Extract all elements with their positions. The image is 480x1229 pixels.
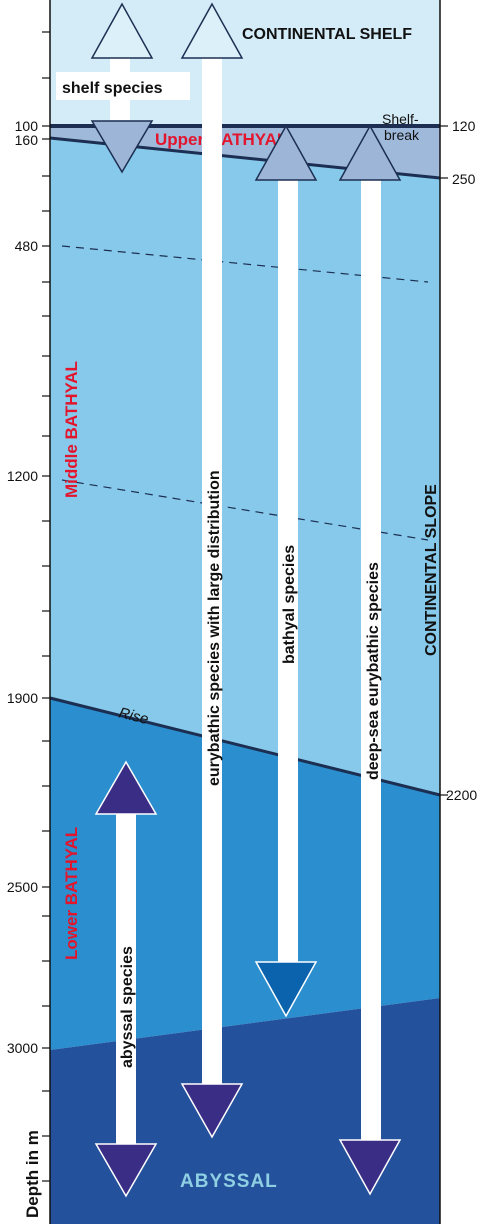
depth-tick-label-160: 160: [15, 132, 39, 148]
continental-slope-label: CONTINENTAL SLOPE: [423, 484, 440, 656]
depth-axis-title: Depth in m: [23, 1130, 42, 1218]
middle-bathyal-label: Middle BATHYAL: [62, 361, 81, 498]
bathyal-species-arrow: [254, 124, 318, 1018]
eurybathic-species-shaft: [202, 56, 222, 1090]
right-axis-ticks: [440, 125, 448, 796]
shelf-species-label: shelf species: [62, 80, 163, 97]
arrowhead-down-dark-icon: [180, 1083, 244, 1139]
abyssal-species-label: abyssal species: [119, 946, 136, 1068]
abyssal-species-shaft: [116, 810, 136, 1148]
arrowhead-up-light-icon: [180, 2, 244, 59]
arrowhead-up-light-icon: [90, 2, 154, 59]
depth-tick-label-480: 480: [15, 238, 39, 254]
middle-bathyal-zone: [50, 138, 440, 795]
arrowhead-down-dark-icon: [338, 1139, 402, 1196]
bathyal-species-shaft: [278, 176, 298, 966]
eurybathic-species-arrow: [180, 2, 244, 1139]
abyssal-label: ABYSSAL: [180, 1171, 278, 1192]
depth-tick-label-1900: 1900: [7, 690, 38, 706]
lower-bathyal-zone: [50, 698, 440, 1050]
right-tick-label-120: 120: [452, 118, 476, 134]
deep-sea-eurybathic-species-label: deep-sea eurybathic species: [365, 562, 382, 780]
arrowhead-up-mid-icon: [338, 124, 402, 181]
depth-tick-label-100: 100: [15, 118, 39, 134]
right-tick-label-250: 250: [452, 171, 476, 187]
deep-sea-eurybathic-species-arrow: [338, 124, 402, 1196]
rise-label: Rise: [117, 704, 150, 728]
shelf-water-zone: [50, 0, 440, 126]
deep-sea-eurybathic-species-shaft: [361, 176, 381, 1144]
arrowhead-down-dark-icon: [94, 1143, 158, 1198]
right-tick-label-2200: 2200: [446, 787, 477, 803]
left-axis-ticks: [42, 31, 50, 1182]
lower-bathyal-label: Lower BATHYAL: [62, 827, 81, 960]
depth-tick-label-2500: 2500: [7, 879, 38, 895]
continental-shelf-label: CONTINENTAL SHELF: [242, 26, 412, 43]
depth-tick-label-1200: 1200: [7, 468, 38, 484]
depth-tick-label-3000: 3000: [7, 1040, 38, 1056]
arrowhead-up-dark-icon: [94, 760, 158, 815]
upper-bathyal-zone: [50, 126, 440, 178]
bathyal-species-label: bathyal species: [281, 545, 298, 664]
shelf-species-label-bg: [56, 72, 190, 100]
arrowhead-down-mid-icon: [90, 120, 154, 174]
arrowhead-up-mid-icon: [254, 124, 318, 181]
shelf-break-label-line1: Shelf-: [382, 111, 419, 127]
shelf-break-label-line2: break: [384, 127, 420, 143]
eurybathic-species-label: eurybathic species with large distributi…: [206, 470, 223, 786]
abyssal-species-arrow: [94, 760, 158, 1198]
arrowhead-down-teal-icon: [254, 961, 318, 1018]
abyssal-zone: [50, 998, 440, 1224]
dashed-isobath-480: [61, 245, 429, 283]
